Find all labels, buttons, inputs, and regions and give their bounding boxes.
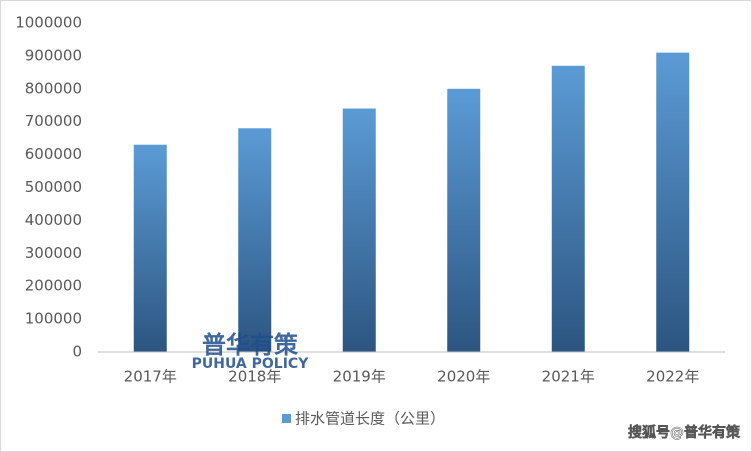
legend-swatch [282, 414, 291, 423]
y-tick-label: 300000 [25, 244, 82, 262]
bar [551, 65, 585, 353]
y-tick-label: 0 [72, 343, 82, 361]
y-tick-label: 500000 [25, 178, 82, 196]
y-tick-label: 200000 [25, 277, 82, 295]
bar [447, 88, 481, 353]
x-tick-label: 2022年 [646, 368, 699, 386]
watermark-source: 搜狐号@普华有策 [628, 424, 741, 441]
watermark-logo: 普华有策 [202, 331, 299, 359]
bar [238, 128, 272, 352]
x-tick-label: 2020年 [437, 368, 490, 386]
x-tick-label: 2019年 [333, 368, 386, 386]
bar [656, 52, 690, 353]
legend-label: 排水管道长度（公里） [295, 410, 445, 428]
y-tick-label: 900000 [25, 46, 82, 64]
x-tick-label: 2018年 [228, 368, 281, 386]
y-tick-label: 400000 [25, 211, 82, 229]
x-tick-label: 2021年 [542, 368, 595, 386]
y-tick-label: 800000 [25, 79, 82, 97]
y-tick-label: 700000 [25, 112, 82, 130]
bar [342, 108, 376, 352]
y-tick-label: 600000 [25, 145, 82, 163]
y-tick-label: 1000000 [15, 14, 82, 32]
y-tick-label: 100000 [25, 310, 82, 328]
watermark-logo-en: PUHUA POLICY [192, 356, 310, 372]
bar [133, 144, 167, 352]
x-tick-label: 2017年 [124, 368, 177, 386]
